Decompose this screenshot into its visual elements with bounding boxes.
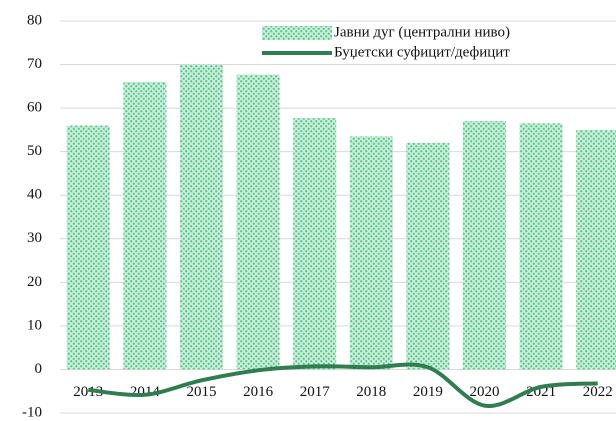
legend-swatch bbox=[262, 26, 332, 40]
y-tick-label: 50 bbox=[27, 143, 42, 159]
y-tick-label: 20 bbox=[27, 274, 42, 290]
legend-label: Буџетски суфицит/дефицит bbox=[334, 44, 510, 60]
bar bbox=[179, 64, 224, 370]
y-tick-label: 80 bbox=[27, 12, 42, 28]
x-tick-label: 2015 bbox=[187, 384, 217, 400]
y-tick-label: 30 bbox=[27, 230, 42, 246]
x-tick-label: 2018 bbox=[356, 384, 386, 400]
y-tick-label: -10 bbox=[22, 404, 42, 420]
bar bbox=[293, 118, 337, 370]
y-tick-label: 10 bbox=[27, 317, 42, 333]
bar bbox=[406, 142, 450, 370]
legend-label: Јавни дуг (централни ниво) bbox=[334, 24, 510, 40]
bar bbox=[123, 81, 167, 370]
bar bbox=[236, 74, 280, 370]
bar bbox=[519, 123, 563, 370]
y-tick-label: 0 bbox=[35, 361, 43, 377]
y-tick-label: 60 bbox=[27, 100, 42, 116]
x-tick-label: 2019 bbox=[413, 384, 443, 400]
bar bbox=[576, 129, 616, 370]
y-tick-label: 70 bbox=[27, 56, 42, 72]
bar bbox=[66, 125, 110, 370]
x-tick-label: 2020 bbox=[470, 384, 500, 400]
bar bbox=[462, 121, 507, 370]
y-tick-label: 40 bbox=[27, 187, 42, 203]
x-tick-label: 2017 bbox=[300, 384, 331, 400]
bar bbox=[349, 136, 393, 370]
x-tick-label: 2016 bbox=[243, 384, 274, 400]
x-tick-label: 2022 bbox=[583, 384, 613, 400]
line bbox=[88, 362, 598, 408]
